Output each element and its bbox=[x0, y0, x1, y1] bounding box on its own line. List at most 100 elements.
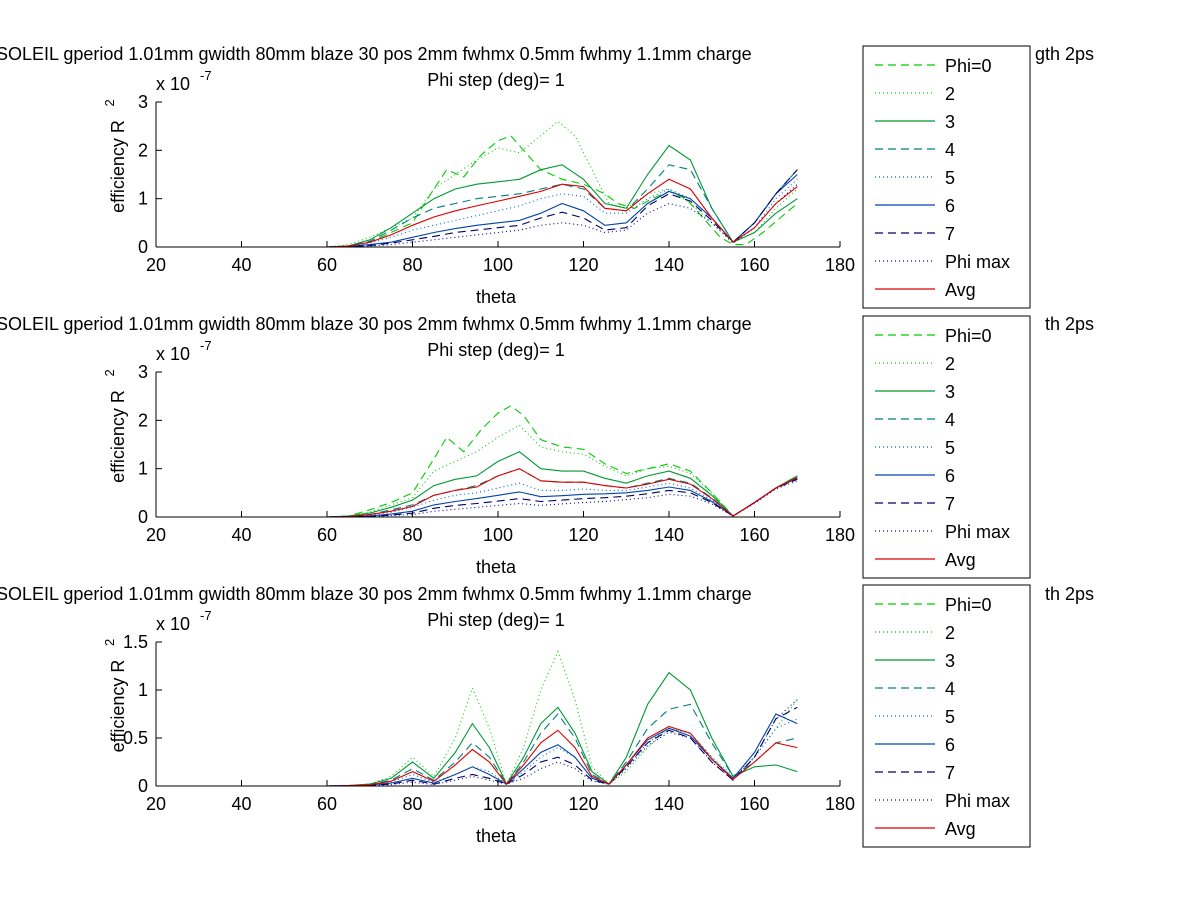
series-line-4 bbox=[198, 164, 798, 248]
y-tick-label: 2 bbox=[138, 410, 148, 430]
legend-label: 5 bbox=[945, 168, 955, 188]
legend-label: 5 bbox=[945, 707, 955, 727]
chart-panel-1: SOLEIL gperiod 1.01mm gwidth 80mm blaze … bbox=[0, 44, 1094, 309]
series-line-7 bbox=[198, 706, 798, 787]
legend-label: Avg bbox=[945, 280, 976, 300]
y-tick-label: 1 bbox=[138, 189, 148, 209]
chart-title-line1: SOLEIL gperiod 1.01mm gwidth 80mm blaze … bbox=[0, 584, 752, 604]
y-tick-label: 0 bbox=[138, 776, 148, 796]
legend-label: 7 bbox=[945, 494, 955, 514]
x-tick-label: 140 bbox=[654, 525, 684, 545]
legend-label: 3 bbox=[945, 112, 955, 132]
chart-title-line2: Phi step (deg)= 1 bbox=[427, 70, 565, 90]
legend-box bbox=[862, 45, 1031, 309]
x-tick-label: 100 bbox=[483, 255, 513, 275]
legend-label: 4 bbox=[945, 140, 955, 160]
x-tick-label: 160 bbox=[739, 255, 769, 275]
y-tick-label: 2 bbox=[138, 140, 148, 160]
series-line-5 bbox=[198, 178, 798, 248]
legend-label: Phi max bbox=[945, 791, 1010, 811]
legend-label: 5 bbox=[945, 438, 955, 458]
y-tick-label: 1 bbox=[138, 680, 148, 700]
series-line-4 bbox=[198, 703, 798, 787]
y-tick-label: 1.5 bbox=[123, 632, 148, 652]
y-axis-label: efficiency R bbox=[108, 660, 128, 753]
x-tick-label: 100 bbox=[483, 525, 513, 545]
series-line-6 bbox=[198, 713, 798, 787]
legend-label: 2 bbox=[945, 354, 955, 374]
series-line-9 bbox=[198, 725, 798, 787]
x-axis-label: theta bbox=[476, 287, 517, 307]
y-exponent-label: x 10 bbox=[156, 74, 190, 94]
x-tick-label: 80 bbox=[402, 255, 422, 275]
series-line-8 bbox=[198, 480, 798, 518]
legend-label: Phi=0 bbox=[945, 56, 992, 76]
chart-title-line1-tail: gth 2ps bbox=[1035, 44, 1094, 64]
panels-layer: SOLEIL gperiod 1.01mm gwidth 80mm blaze … bbox=[0, 44, 1094, 848]
x-tick-label: 180 bbox=[825, 255, 855, 275]
x-tick-label: 140 bbox=[654, 794, 684, 814]
y-axis-label-group: efficiency R 2 bbox=[102, 369, 128, 483]
series-line-2 bbox=[198, 424, 798, 518]
chart-panel-2: SOLEIL gperiod 1.01mm gwidth 80mm blaze … bbox=[0, 314, 1094, 579]
series-line-7 bbox=[198, 169, 798, 248]
series-line-5 bbox=[198, 718, 798, 787]
legend-box bbox=[862, 584, 1031, 848]
chart-title-line2: Phi step (deg)= 1 bbox=[427, 610, 565, 630]
series-line-4 bbox=[198, 468, 798, 518]
x-tick-label: 120 bbox=[568, 525, 598, 545]
series-line-3 bbox=[198, 144, 798, 248]
legend-label: Phi max bbox=[945, 522, 1010, 542]
x-tick-label: 20 bbox=[146, 525, 166, 545]
x-tick-label: 160 bbox=[739, 525, 769, 545]
x-tick-label: 180 bbox=[825, 525, 855, 545]
legend-label: 6 bbox=[945, 196, 955, 216]
y-exponent-label: x 10 bbox=[156, 614, 190, 634]
y-axis-label-power: 2 bbox=[102, 639, 117, 646]
chart-title-line1-tail: th 2ps bbox=[1045, 584, 1094, 604]
x-axis-label: theta bbox=[476, 557, 517, 577]
legend-label: 4 bbox=[945, 679, 955, 699]
x-tick-label: 160 bbox=[739, 794, 769, 814]
legend: Phi=0 2 3 4 5 6 7 Phi max Avg bbox=[862, 315, 1031, 579]
y-axis-label-power: 2 bbox=[102, 369, 117, 376]
series-line-8 bbox=[198, 183, 798, 248]
series-line-8 bbox=[198, 699, 798, 787]
legend: Phi=0 2 3 4 5 6 7 Phi max Avg bbox=[862, 584, 1031, 848]
legend-label: 6 bbox=[945, 466, 955, 486]
chart-title-line1-tail: th 2ps bbox=[1045, 314, 1094, 334]
x-tick-label: 180 bbox=[825, 794, 855, 814]
legend-label: Avg bbox=[945, 550, 976, 570]
x-tick-label: 40 bbox=[231, 794, 251, 814]
x-tick-label: 20 bbox=[146, 794, 166, 814]
y-exponent-power: -7 bbox=[200, 338, 212, 353]
x-tick-label: 80 bbox=[402, 525, 422, 545]
legend-label: 7 bbox=[945, 763, 955, 783]
series-line-1 bbox=[198, 135, 798, 248]
x-tick-label: 120 bbox=[568, 794, 598, 814]
legend-label: 7 bbox=[945, 224, 955, 244]
x-tick-label: 40 bbox=[231, 255, 251, 275]
x-tick-label: 100 bbox=[483, 794, 513, 814]
x-tick-label: 60 bbox=[317, 794, 337, 814]
chart-title-line2: Phi step (deg)= 1 bbox=[427, 340, 565, 360]
legend-label: 3 bbox=[945, 651, 955, 671]
series-line-3 bbox=[198, 451, 798, 518]
x-tick-label: 120 bbox=[568, 255, 598, 275]
series-line-9 bbox=[198, 178, 798, 248]
y-tick-label: 3 bbox=[138, 362, 148, 382]
y-exponent-label: x 10 bbox=[156, 344, 190, 364]
series-line-6 bbox=[198, 477, 798, 518]
legend-label: Avg bbox=[945, 819, 976, 839]
legend: Phi=0 2 3 4 5 6 7 Phi max Avg bbox=[862, 45, 1031, 309]
chart-title-line1: SOLEIL gperiod 1.01mm gwidth 80mm blaze … bbox=[0, 44, 752, 64]
x-axis-label: theta bbox=[476, 826, 517, 846]
legend-label: 3 bbox=[945, 382, 955, 402]
x-tick-label: 60 bbox=[317, 525, 337, 545]
y-axis-label-group: efficiency R 2 bbox=[102, 99, 128, 213]
legend-label: Phi=0 bbox=[945, 326, 992, 346]
y-axis-label-power: 2 bbox=[102, 99, 117, 106]
series-line-6 bbox=[198, 174, 798, 248]
y-tick-label: 3 bbox=[138, 92, 148, 112]
